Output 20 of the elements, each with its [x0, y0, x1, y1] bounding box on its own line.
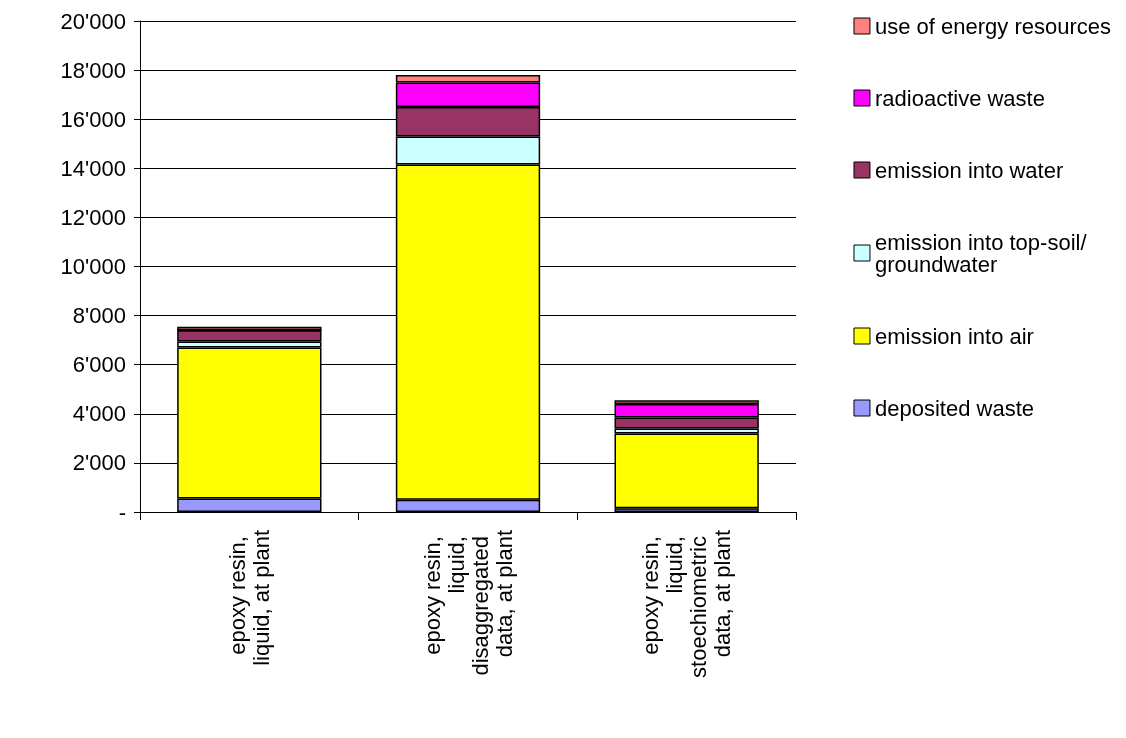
y-tick-label: 20'000	[60, 8, 126, 34]
y-tick-label: -	[118, 499, 126, 525]
legend-label: emission into water	[874, 157, 1064, 183]
legend-label: emission into top-soil/groundwater	[874, 229, 1088, 277]
legend-label: use of energy resources	[874, 13, 1112, 39]
y-tick-label: 4'000	[72, 401, 126, 427]
y-tick-label: 12'000	[60, 204, 126, 230]
y-tick-label: 8'000	[72, 303, 126, 329]
legend-label: radioactive waste	[874, 85, 1045, 111]
y-tick-label: 18'000	[60, 57, 126, 83]
y-tick-label: 14'000	[60, 155, 126, 181]
y-tick-label: 16'000	[60, 106, 126, 132]
x-tick-label: epoxy resin, liquid, stoechiometric data, at plant	[638, 530, 736, 678]
y-tick-label: 10'000	[60, 254, 126, 279]
x-tick-label: epoxy resin, liquid, at plant	[224, 530, 274, 666]
y-tick-label: 6'000	[72, 352, 126, 378]
legend-label: deposited waste	[874, 395, 1034, 421]
x-tick-label: epoxy resin, liquid, disaggregated data, at plant	[419, 530, 517, 676]
y-tick-label: 2'000	[72, 450, 126, 476]
legend-label: emission into air	[874, 323, 1034, 349]
